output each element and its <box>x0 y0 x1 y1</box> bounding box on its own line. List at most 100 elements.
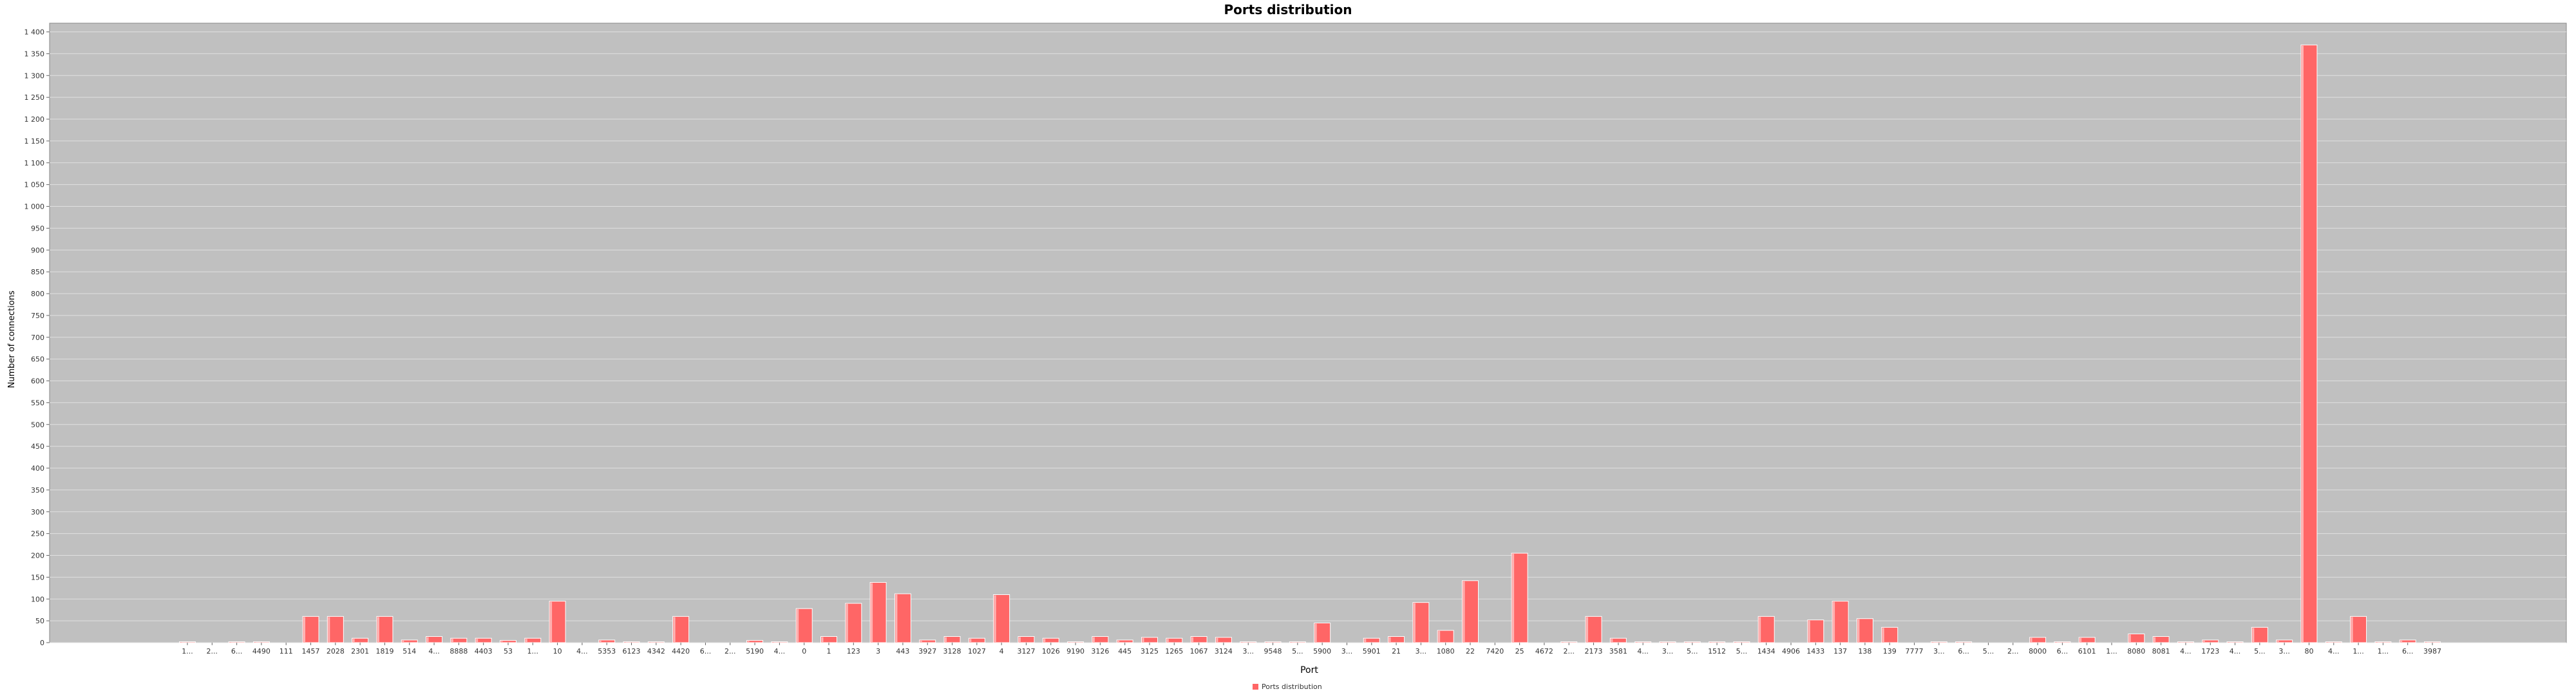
y-axis-label: Number of connections <box>7 290 17 388</box>
y-tick-label: 0 <box>40 639 44 647</box>
x-tick-label: 3... <box>1662 647 1674 656</box>
x-tick-label: 7777 <box>1906 647 1924 656</box>
y-tick-label: 400 <box>31 464 44 473</box>
x-tick-label: 1067 <box>1190 647 1208 656</box>
bar-highlight <box>1833 602 1835 643</box>
bar-highlight <box>1463 581 1465 643</box>
x-tick-label: 3 <box>876 647 880 656</box>
bar-highlight <box>501 641 503 643</box>
bar-highlight <box>2277 641 2279 643</box>
x-tick-label: 9190 <box>1066 647 1084 656</box>
y-tick-label: 900 <box>31 246 44 254</box>
y-tick-label: 550 <box>31 399 44 407</box>
plot-area <box>50 23 2566 643</box>
x-tick-label: 139 <box>1883 647 1897 656</box>
y-tick-label: 600 <box>31 377 44 386</box>
bar-highlight <box>1315 624 1317 643</box>
x-tick-label: 3127 <box>1017 647 1035 656</box>
x-tick-label: 5... <box>1983 647 1994 656</box>
y-tick-label: 250 <box>31 530 44 538</box>
x-tick-label: 3927 <box>918 647 936 656</box>
x-tick-label: 514 <box>402 647 416 656</box>
y-tick-label: 1 350 <box>24 50 45 58</box>
x-tick-label: 1457 <box>302 647 320 656</box>
x-tick-label: 2028 <box>327 647 345 656</box>
bar-highlight <box>1142 638 1144 643</box>
bar-highlight <box>846 604 848 643</box>
x-tick-label: 1265 <box>1165 647 1183 656</box>
y-tick-label: 1 000 <box>24 203 45 211</box>
y-tick-label: 50 <box>35 617 44 625</box>
x-tick-label: 5353 <box>598 647 616 656</box>
bar-highlight <box>476 639 478 643</box>
x-tick-label: 6... <box>2402 647 2414 656</box>
x-tick-label: 5... <box>2254 647 2266 656</box>
x-tick-label: 1080 <box>1437 647 1455 656</box>
x-tick-label: 0 <box>802 647 806 656</box>
bar-highlight <box>2203 641 2205 643</box>
x-tick-label: 2173 <box>1585 647 1603 656</box>
y-tick-label: 300 <box>31 508 44 516</box>
x-tick-label: 4... <box>774 647 786 656</box>
bar-highlight <box>994 595 996 643</box>
x-tick-label: 2... <box>207 647 218 656</box>
x-tick-label: 4420 <box>672 647 690 656</box>
bar-highlight <box>1093 637 1095 643</box>
y-tick-label: 1 250 <box>24 93 45 102</box>
bar-highlight <box>1216 638 1218 643</box>
x-tick-label: 5900 <box>1313 647 1331 656</box>
x-tick-label: 4... <box>2230 647 2241 656</box>
bar-highlight <box>2400 641 2402 643</box>
x-tick-label: 3... <box>2278 647 2290 656</box>
x-tick-label: 1819 <box>375 647 393 656</box>
x-tick-label: 1... <box>2106 647 2117 656</box>
x-tick-label: 80 <box>2304 647 2313 656</box>
x-tick-label: 3... <box>1416 647 1427 656</box>
y-tick-label: 150 <box>31 573 44 581</box>
x-tick-label: 445 <box>1118 647 1132 656</box>
bar-highlight <box>1611 639 1613 643</box>
bar-highlight <box>1512 554 1514 643</box>
bar-highlight <box>969 639 971 643</box>
chart-title: Ports distribution <box>1224 2 1352 17</box>
bar-highlight <box>1882 628 1884 643</box>
y-tick-label: 850 <box>31 268 44 276</box>
x-tick-label: 1512 <box>1708 647 1726 656</box>
x-tick-label: 6... <box>2057 647 2069 656</box>
x-tick-label: 6101 <box>2078 647 2096 656</box>
x-axis-label: Port <box>1300 665 1318 675</box>
bar-highlight <box>1019 637 1021 643</box>
x-tick-label: 4... <box>428 647 440 656</box>
x-tick-label: 6... <box>231 647 243 656</box>
x-tick-label: 4... <box>576 647 588 656</box>
x-tick-label: 1434 <box>1757 647 1776 656</box>
bar-highlight <box>1586 617 1588 643</box>
y-tick-label: 1 200 <box>24 115 45 124</box>
x-tick-label: 1433 <box>1806 647 1824 656</box>
x-tick-label: 8000 <box>2029 647 2047 656</box>
bar-highlight <box>871 583 873 643</box>
x-tick-label: 3128 <box>943 647 961 656</box>
y-tick-label: 750 <box>31 312 44 320</box>
x-tick-label: 4672 <box>1535 647 1553 656</box>
x-tick-label: 1 <box>827 647 831 656</box>
y-tick-label: 800 <box>31 290 44 298</box>
bar-highlight <box>945 637 947 643</box>
bar-highlight <box>1808 621 1810 643</box>
x-tick-label: 1... <box>182 647 193 656</box>
x-tick-label: 4 <box>999 647 1004 656</box>
bar-highlight <box>600 641 601 643</box>
bar-highlight <box>303 617 305 643</box>
bar-highlight <box>748 641 750 643</box>
x-tick-label: 3125 <box>1141 647 1159 656</box>
legend: Ports distribution <box>1253 683 1322 691</box>
bar-highlight <box>1043 639 1045 643</box>
x-tick-label: 9548 <box>1264 647 1282 656</box>
x-tick-label: 4906 <box>1782 647 1800 656</box>
x-tick-label: 1... <box>2353 647 2364 656</box>
x-tick-label: 5190 <box>746 647 764 656</box>
y-tick-label: 650 <box>31 355 44 364</box>
bar-highlight <box>1759 617 1761 643</box>
x-tick-label: 4403 <box>475 647 493 656</box>
